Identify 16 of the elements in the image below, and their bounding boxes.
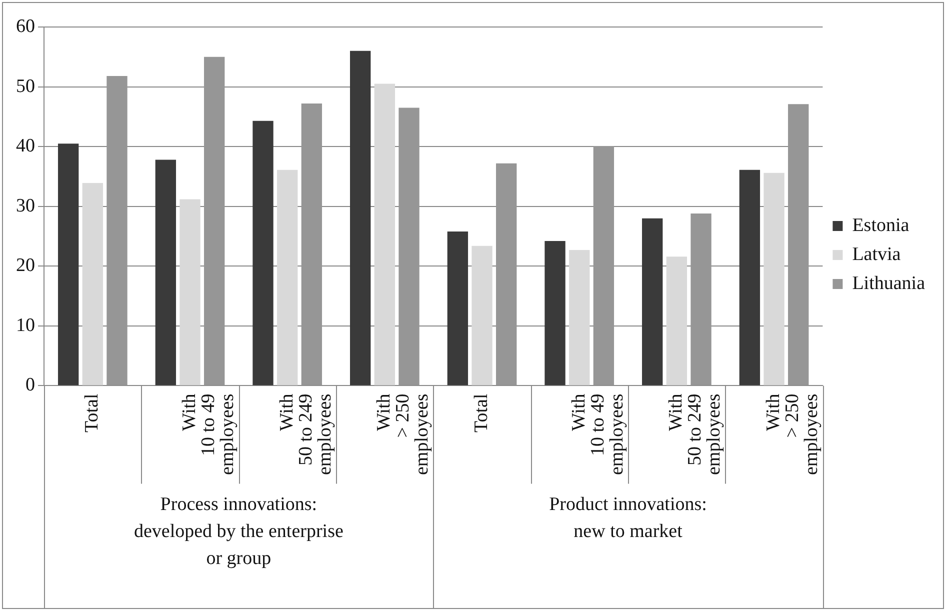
y-tick-label: 40 [16, 136, 35, 157]
y-tick-label: 30 [16, 195, 35, 216]
x-tick-label: Total [471, 394, 492, 433]
x-tick-label: With 10 to 49 employees [178, 393, 238, 476]
legend-label: Lithuania [852, 272, 926, 294]
y-tick-label: 10 [16, 314, 35, 336]
text: Product innovations: new to market [549, 494, 707, 542]
y-tick-label: 20 [16, 255, 35, 276]
text: Process innovations: developed by the enterprise or group [134, 494, 344, 570]
y-tick-label: 0 [26, 374, 35, 396]
legend-label: Estonia [852, 214, 910, 236]
y-tick-label: 50 [16, 76, 35, 97]
y-tick-label: 60 [16, 16, 35, 37]
x-tick-label: With 10 to 49 employees [568, 393, 628, 476]
legend-label: Latvia [852, 244, 902, 265]
x-tick-label: Total [82, 394, 103, 433]
